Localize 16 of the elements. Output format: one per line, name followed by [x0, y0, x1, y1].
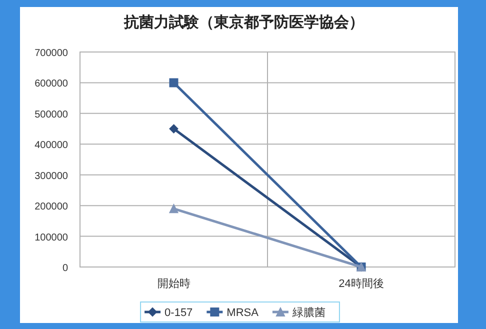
- x-tick-label: 開始時: [157, 277, 190, 290]
- x-tick-label: 24時間後: [338, 277, 384, 290]
- y-tick-label: 700000: [34, 48, 68, 59]
- y-tick-label: 200000: [34, 202, 68, 213]
- y-tick-label: 400000: [34, 140, 68, 152]
- legend-label: 0-157: [164, 307, 193, 319]
- y-tick-label: 500000: [34, 109, 68, 120]
- y-tick-label: 300000: [34, 170, 68, 182]
- y-tick-label: 0: [62, 263, 68, 274]
- y-tick-label: 600000: [34, 78, 68, 90]
- point: [169, 78, 178, 88]
- legend-label: MRSA: [226, 307, 260, 319]
- legend-label: 緑膿菌: [291, 306, 326, 319]
- y-tick-label: 100000: [34, 232, 68, 244]
- chart-title: 抗菌力試験（東京都予防医学協会）: [123, 13, 364, 31]
- point: [169, 124, 178, 134]
